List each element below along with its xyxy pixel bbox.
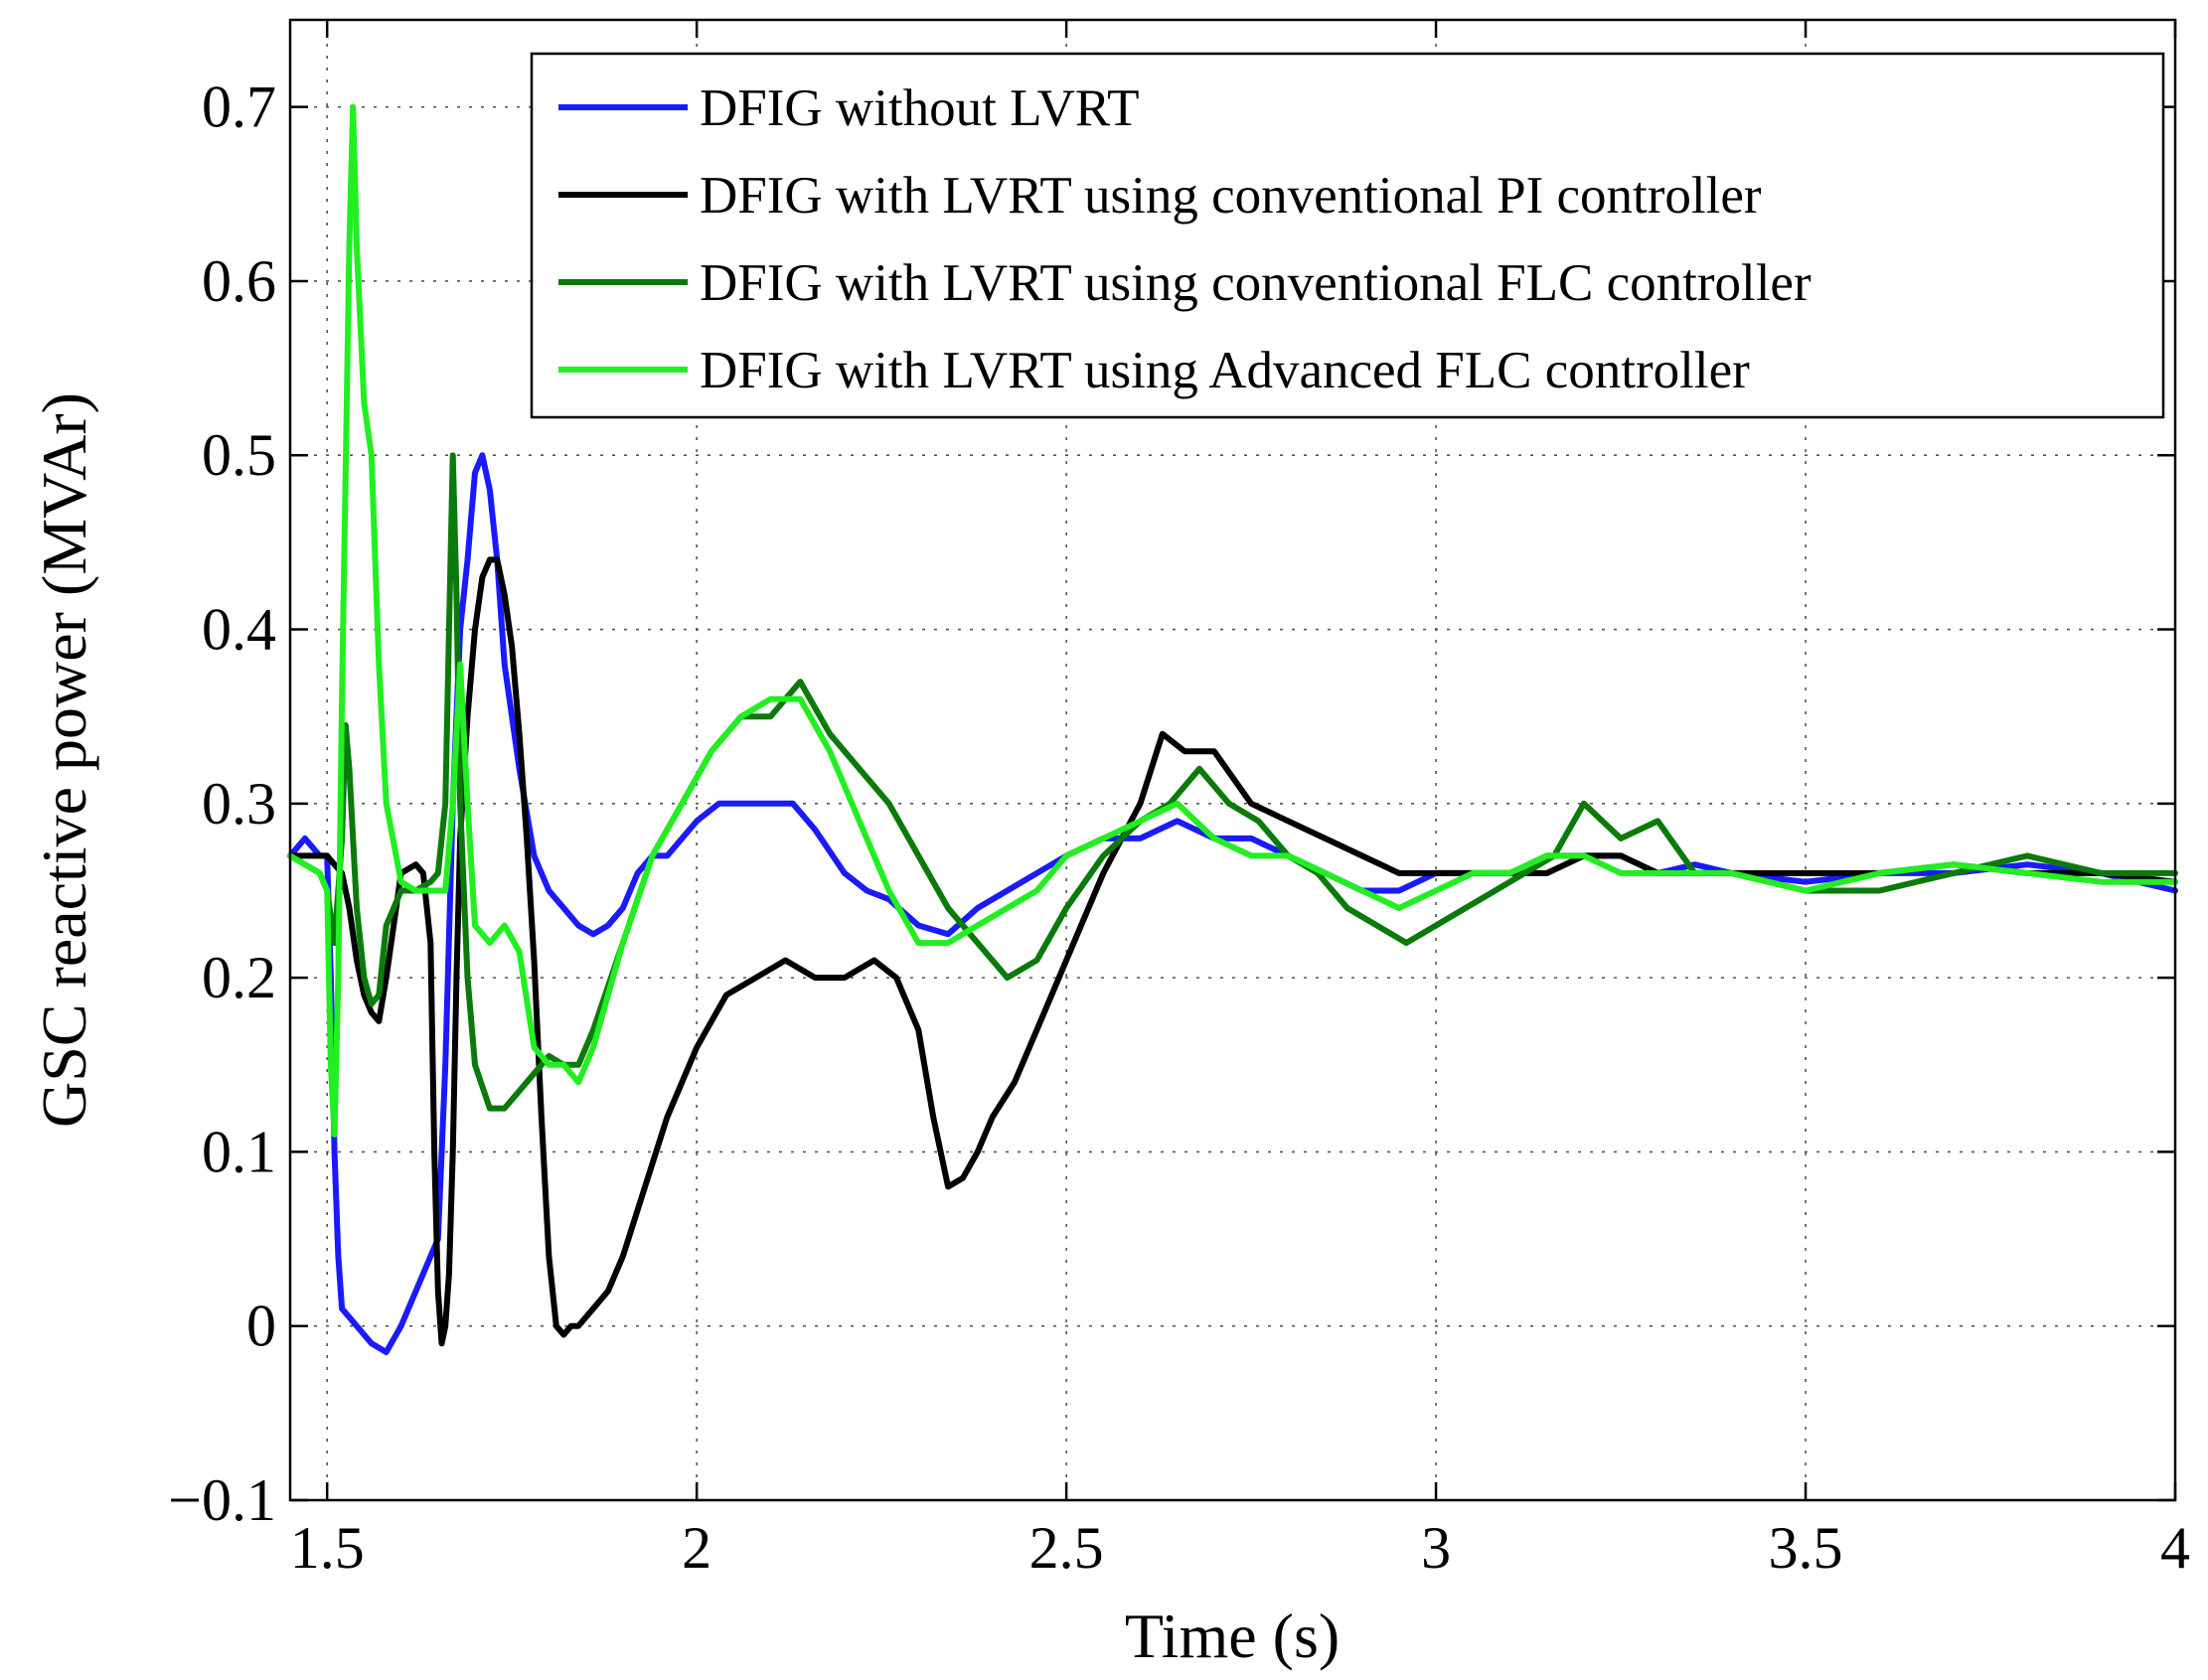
y-tick-label: 0 [246,1294,276,1359]
y-tick-label: 0.2 [202,945,276,1010]
legend-box [530,52,2165,419]
y-tick-label: 0.7 [202,75,276,140]
legend-label-1: DFIG without LVRT [700,79,1139,137]
legend-label-2: DFIG with LVRT using conventional PI con… [700,167,1762,225]
y-tick-labels: −0.1 0 0.1 0.2 0.3 0.4 0.5 0.6 0.7 [168,75,276,1533]
y-tick-label: 0.6 [202,248,276,314]
series-line-4 [287,103,2178,1138]
y-tick-label: 0.3 [202,771,276,837]
y-axis-label: GSC reactive power (MVAr) [29,392,99,1128]
legend-label-3: DFIG with LVRT using conventional FLC co… [700,254,1812,312]
y-tick-label: 0.4 [202,597,276,663]
x-tick-label: 2 [682,1515,711,1581]
x-tick-label: 3.5 [1769,1515,1843,1581]
x-tick-label: 4 [2160,1515,2190,1581]
x-tick-label: 1.5 [290,1515,365,1581]
x-tick-label: 3 [1421,1515,1451,1581]
legend: DFIG without LVRT DFIG with LVRT using co… [530,52,2165,419]
series-lines [287,103,2178,1355]
y-tick-label: 0.5 [202,422,276,488]
x-axis-label: Time (s) [1125,1601,1340,1671]
legend-label-4: DFIG with LVRT using Advanced FLC contro… [700,342,1750,399]
series-line-3 [287,452,2178,1112]
x-tick-label: 2.5 [1029,1515,1104,1581]
x-tick-labels: 1.5 2 2.5 3 3.5 4 [290,1515,2190,1581]
y-tick-label: −0.1 [168,1467,276,1533]
y-tick-label: 0.1 [202,1119,276,1184]
legend-entries: DFIG without LVRT DFIG with LVRT using co… [558,79,1812,399]
plot-frame [288,18,2177,1502]
